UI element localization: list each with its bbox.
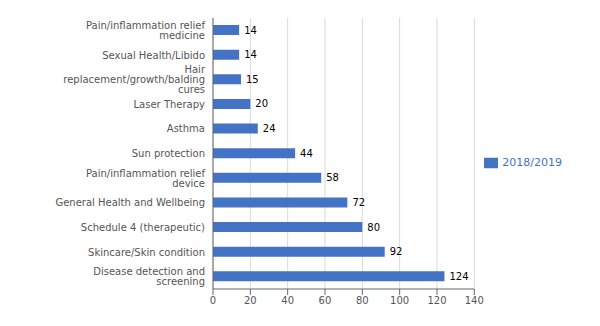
svg-text:Sun protection: Sun protection bbox=[132, 148, 205, 159]
svg-text:14: 14 bbox=[244, 25, 257, 36]
svg-text:Schedule 4 (therapeutic): Schedule 4 (therapeutic) bbox=[81, 222, 205, 233]
svg-text:Hairreplacement/growth/balding: Hairreplacement/growth/baldingcures bbox=[63, 64, 206, 95]
svg-text:Pain/inflammation reliefdevice: Pain/inflammation reliefdevice bbox=[86, 168, 205, 189]
svg-text:60: 60 bbox=[319, 295, 332, 306]
svg-text:Laser Therapy: Laser Therapy bbox=[134, 99, 206, 110]
svg-text:Pain/inflammation reliefmedici: Pain/inflammation reliefmedicine bbox=[86, 20, 205, 41]
svg-text:72: 72 bbox=[352, 197, 365, 208]
svg-text:80: 80 bbox=[367, 222, 380, 233]
svg-text:14: 14 bbox=[244, 49, 257, 60]
svg-text:20: 20 bbox=[244, 295, 257, 306]
svg-text:General Health and Wellbeing: General Health and Wellbeing bbox=[55, 197, 205, 208]
svg-text:Disease detection andscreening: Disease detection andscreening bbox=[93, 266, 205, 287]
svg-text:15: 15 bbox=[246, 74, 259, 85]
svg-text:124: 124 bbox=[449, 271, 468, 282]
svg-text:100: 100 bbox=[390, 295, 409, 306]
svg-text:58: 58 bbox=[326, 172, 339, 183]
svg-text:Skincare/Skin condition: Skincare/Skin condition bbox=[88, 247, 205, 258]
svg-text:120: 120 bbox=[427, 295, 446, 306]
html-text:2018/2019: 2018/2019 bbox=[502, 156, 562, 169]
svg-text:40: 40 bbox=[281, 295, 294, 306]
svg-text:Sexual Health/Libido: Sexual Health/Libido bbox=[102, 50, 205, 61]
svg-text:0: 0 bbox=[210, 295, 216, 306]
svg-text:24: 24 bbox=[263, 123, 276, 134]
svg-text:92: 92 bbox=[390, 246, 403, 257]
svg-text:Asthma: Asthma bbox=[167, 123, 205, 134]
svg-text:20: 20 bbox=[255, 98, 268, 109]
svg-text:44: 44 bbox=[300, 148, 313, 159]
svg-text:80: 80 bbox=[356, 295, 369, 306]
svg-text:140: 140 bbox=[465, 295, 484, 306]
